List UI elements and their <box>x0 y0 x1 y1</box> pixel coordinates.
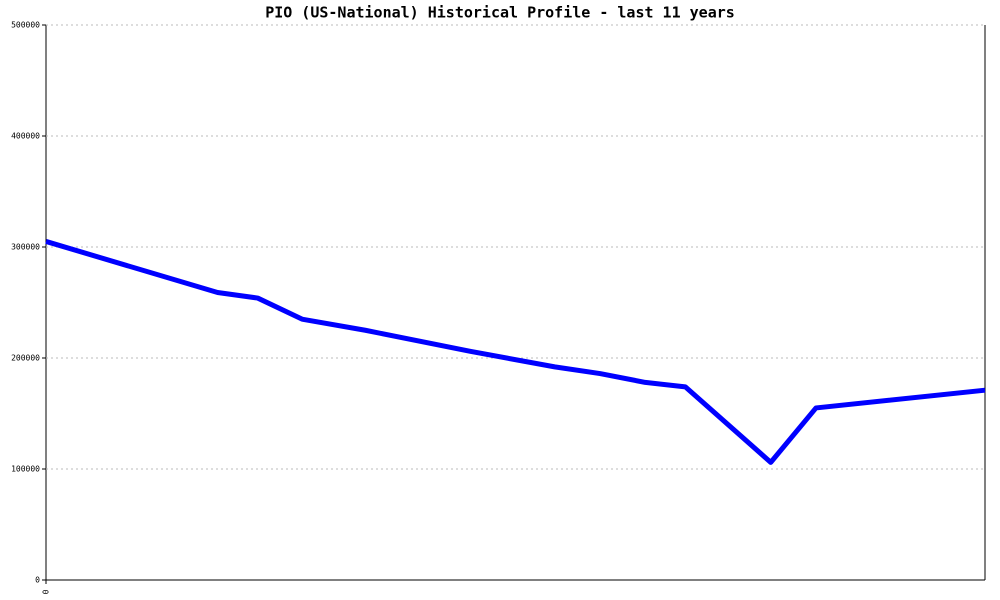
x-tick-label: 0 <box>42 589 51 594</box>
y-tick-label: 300000 <box>11 243 40 252</box>
y-tick-label: 400000 <box>11 132 40 141</box>
y-tick-label: 100000 <box>11 465 40 474</box>
y-tick-label: 0 <box>35 576 40 585</box>
line <box>45 239 986 465</box>
y-tick-label: 500000 <box>11 21 40 30</box>
chart-title: PIO (US-National) Historical Profile - l… <box>265 4 735 22</box>
y-tick-label: 200000 <box>11 354 40 363</box>
